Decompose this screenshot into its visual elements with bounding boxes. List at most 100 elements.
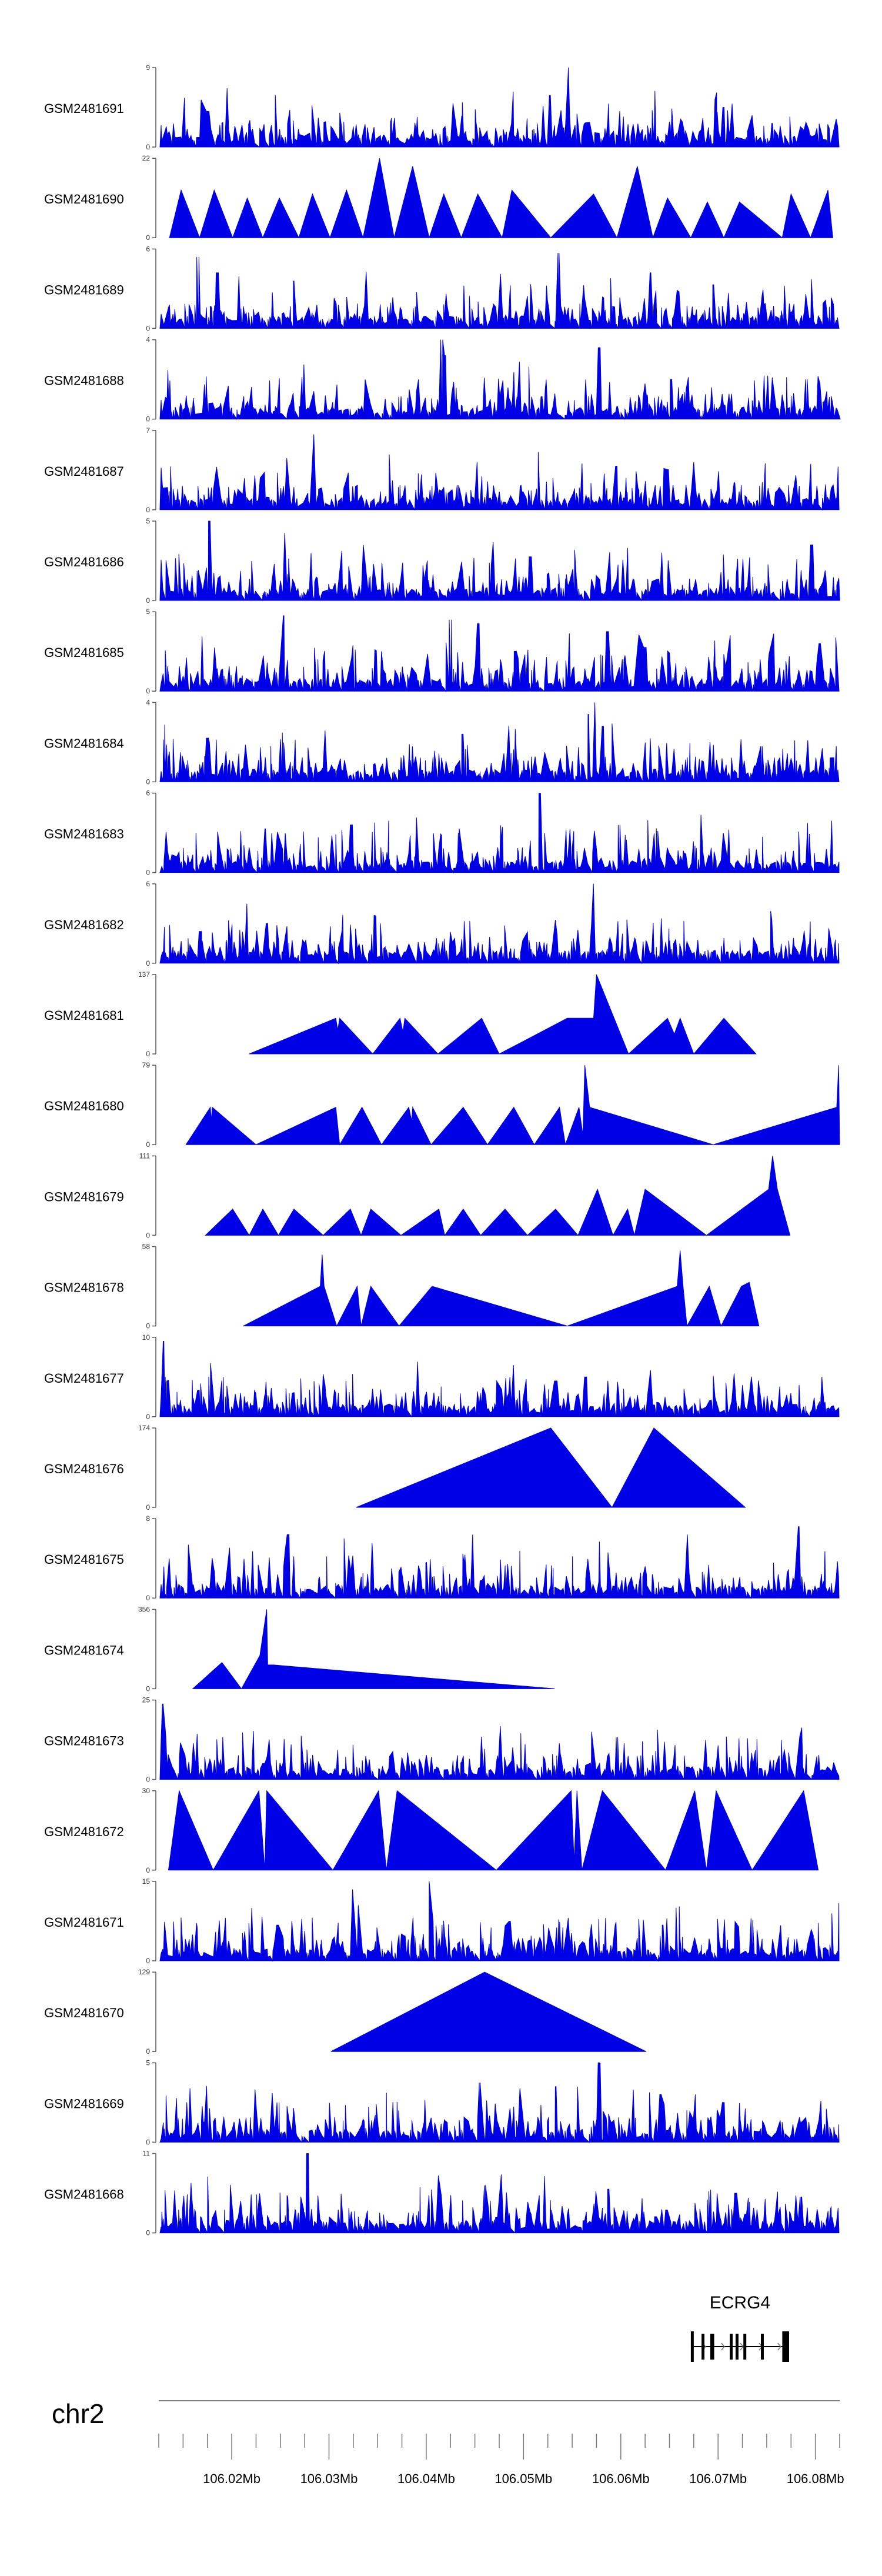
track-label: GSM2481672 — [44, 1824, 124, 1839]
y-max-label: 6 — [146, 245, 150, 253]
strand-arrow-icon — [777, 2343, 781, 2351]
y-max-label: 10 — [142, 1333, 151, 1342]
gene-exons — [690, 2331, 789, 2362]
coverage-area — [159, 1341, 840, 1418]
axis-tick-label: 106.07Mb — [689, 2471, 747, 2486]
coverage-area — [205, 1156, 791, 1236]
track-GSM2481678: GSM2481678 58 0 — [44, 1243, 760, 1330]
axis-tick-label: 106.02Mb — [203, 2471, 260, 2486]
y-min-label: 0 — [146, 1140, 150, 1149]
y-max-label: 111 — [139, 1152, 151, 1160]
y-max-label: 174 — [138, 1424, 150, 1432]
track-GSM2481685: GSM2481685 5 0 — [44, 608, 840, 695]
y-min-label: 0 — [146, 1322, 150, 1330]
y-min-label: 0 — [146, 2138, 150, 2146]
track-GSM2481677: GSM2481677 10 0 — [44, 1333, 840, 1421]
y-max-label: 7 — [146, 426, 150, 435]
track-GSM2481682: GSM2481682 6 0 — [44, 880, 840, 967]
coverage-area — [330, 1971, 647, 2052]
y-min-label: 0 — [146, 687, 150, 695]
y-max-label: 5 — [146, 2058, 150, 2067]
axis-tick-label: 106.03Mb — [300, 2471, 358, 2486]
gene-exon — [761, 2334, 764, 2360]
gene-exon — [730, 2334, 733, 2360]
coverage-area — [159, 2062, 840, 2143]
track-label: GSM2481690 — [44, 192, 124, 206]
track-GSM2481675: GSM2481675 8 0 — [44, 1514, 840, 1602]
y-min-label: 0 — [146, 2229, 150, 2237]
y-max-label: 22 — [142, 154, 151, 162]
y-min-label: 0 — [146, 233, 150, 242]
y-min-label: 0 — [146, 1866, 150, 1874]
coverage-area — [159, 253, 840, 330]
coverage-area — [249, 974, 757, 1055]
y-max-label: 58 — [142, 1243, 151, 1251]
gene-exon — [735, 2334, 739, 2360]
track-GSM2481686: GSM2481686 5 0 — [44, 517, 840, 605]
gene-exon — [743, 2334, 747, 2360]
track-label: GSM2481691 — [44, 101, 124, 116]
track-label: GSM2481687 — [44, 464, 124, 479]
track-label: GSM2481686 — [44, 555, 124, 569]
y-max-label: 9 — [146, 64, 150, 72]
y-max-label: 129 — [138, 1968, 150, 1976]
track-label: GSM2481689 — [44, 282, 124, 297]
y-max-label: 4 — [146, 336, 150, 344]
y-max-label: 6 — [146, 880, 150, 888]
y-min-label: 0 — [146, 415, 150, 423]
coverage-area — [168, 1789, 819, 1871]
axis-tick-label: 106.06Mb — [592, 2471, 650, 2486]
y-min-label: 0 — [146, 1503, 150, 1511]
gene-track: ECRG4 — [690, 2293, 789, 2362]
genome-axis-ticks — [158, 2434, 840, 2460]
coverage-area — [159, 434, 840, 511]
track-GSM2481689: GSM2481689 6 0 — [44, 245, 840, 332]
y-min-label: 0 — [146, 1776, 150, 1784]
track-GSM2481672: GSM2481672 30 0 — [44, 1787, 819, 1874]
chromosome-label: chr2 — [52, 2398, 104, 2429]
track-label: GSM2481673 — [44, 1734, 124, 1749]
track-label: GSM2481669 — [44, 2096, 124, 2111]
track-GSM2481668: GSM2481668 11 0 — [44, 2150, 840, 2237]
track-label: GSM2481676 — [44, 1461, 124, 1476]
y-min-label: 0 — [146, 324, 150, 332]
y-min-label: 0 — [146, 869, 150, 877]
y-max-label: 356 — [138, 1605, 150, 1613]
track-label: GSM2481677 — [44, 1371, 124, 1386]
coverage-area — [159, 702, 840, 782]
track-GSM2481669: GSM2481669 5 0 — [44, 2058, 840, 2146]
y-min-label: 0 — [146, 506, 150, 514]
gene-name-label: ECRG4 — [710, 2293, 770, 2313]
track-GSM2481680: GSM2481680 79 0 — [44, 1061, 840, 1149]
track-GSM2481688: GSM2481688 4 0 — [44, 336, 841, 423]
coverage-area — [159, 339, 841, 421]
genome-axis-labels: 106.02Mb 106.03Mb 106.04Mb 106.05Mb 106.06Mb… — [203, 2471, 844, 2486]
track-label: GSM2481684 — [44, 736, 124, 750]
track-GSM2481687: GSM2481687 7 0 — [44, 426, 840, 514]
track-label: GSM2481668 — [44, 2187, 124, 2202]
y-min-label: 0 — [146, 2047, 150, 2056]
track-GSM2481671: GSM2481671 15 0 — [44, 1877, 840, 1965]
genome-axis: 106.02Mb 106.03Mb 106.04Mb 106.05Mb 106.06Mb… — [158, 2400, 844, 2486]
track-label: GSM2481682 — [44, 917, 124, 932]
coverage-area — [356, 1427, 746, 1508]
y-min-label: 0 — [146, 596, 150, 605]
strand-arrow-icon — [740, 2343, 744, 2351]
y-min-label: 0 — [146, 959, 150, 967]
y-min-label: 0 — [146, 1413, 150, 1421]
y-min-label: 0 — [146, 1684, 150, 1693]
coverage-area — [169, 158, 833, 239]
y-max-label: 15 — [142, 1877, 151, 1886]
track-label: GSM2481670 — [44, 2006, 124, 2020]
track-GSM2481673: GSM2481673 25 0 — [44, 1696, 840, 1784]
coverage-area — [185, 1065, 840, 1146]
y-max-label: 137 — [138, 970, 150, 979]
y-max-label: 5 — [146, 517, 150, 525]
gene-exon — [782, 2331, 789, 2362]
gene-exon — [690, 2331, 694, 2362]
track-GSM2481670: GSM2481670 129 0 — [44, 1968, 647, 2056]
track-label: GSM2481675 — [44, 1552, 124, 1567]
track-GSM2481684: GSM2481684 4 0 — [44, 698, 840, 786]
y-max-label: 4 — [146, 698, 150, 706]
track-GSM2481681: GSM2481681 137 0 — [44, 970, 757, 1058]
